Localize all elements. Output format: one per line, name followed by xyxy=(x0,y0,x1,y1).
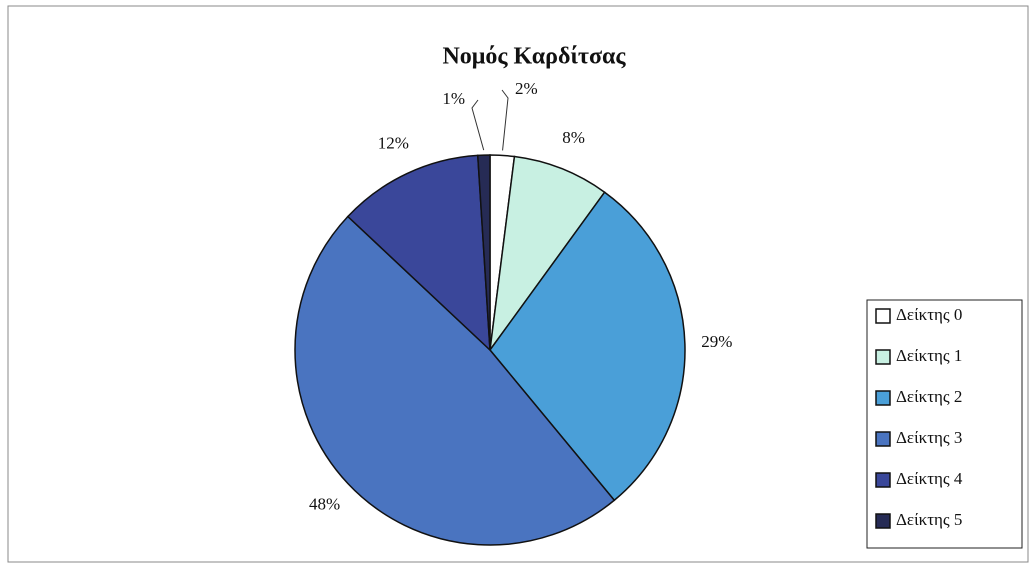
pie-slice xyxy=(294,215,616,546)
legend-label: Δείκτης 4 xyxy=(896,469,963,488)
legend-box xyxy=(866,299,1023,549)
legend-label: Δείκτης 5 xyxy=(896,510,962,529)
legend-swatch xyxy=(875,308,891,324)
data-label: 29% xyxy=(701,332,732,351)
pie-slice xyxy=(489,155,606,351)
pie-slice xyxy=(489,191,686,502)
pie-slice xyxy=(476,154,491,351)
legend-swatch xyxy=(875,513,891,529)
chart-title: Νομός Καρδίτσας xyxy=(442,44,626,70)
leader-line xyxy=(471,99,485,151)
leader-line xyxy=(501,89,509,151)
pie-slice xyxy=(346,154,491,352)
legend-label: Δείκτης 3 xyxy=(896,428,962,447)
data-label: 48% xyxy=(309,494,340,513)
legend-swatch xyxy=(875,349,891,365)
legend-label: Δείκτης 0 xyxy=(896,305,962,324)
legend-swatch xyxy=(875,431,891,447)
data-label: 1% xyxy=(442,89,465,108)
legend-swatch xyxy=(875,472,891,488)
data-label: 12% xyxy=(378,134,409,153)
legend-swatch xyxy=(875,390,891,406)
legend-label: Δείκτης 1 xyxy=(896,346,962,365)
legend-label: Δείκτης 2 xyxy=(896,387,962,406)
data-label: 2% xyxy=(515,79,538,98)
data-label: 8% xyxy=(562,128,585,147)
